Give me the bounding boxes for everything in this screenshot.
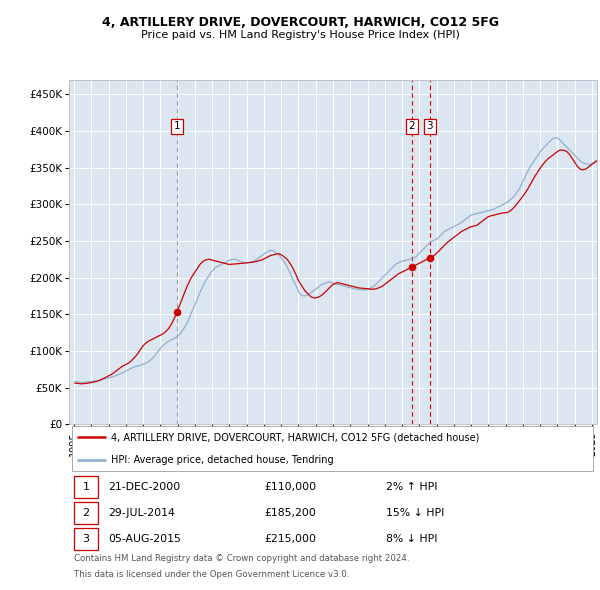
Text: 4, ARTILLERY DRIVE, DOVERCOURT, HARWICH, CO12 5FG (detached house): 4, ARTILLERY DRIVE, DOVERCOURT, HARWICH,… — [111, 432, 479, 442]
Text: £110,000: £110,000 — [265, 482, 316, 491]
Text: 05-AUG-2015: 05-AUG-2015 — [109, 534, 181, 544]
Text: 2: 2 — [409, 121, 415, 131]
Text: HPI: Average price, detached house, Tendring: HPI: Average price, detached house, Tend… — [111, 455, 334, 465]
Text: 29-JUL-2014: 29-JUL-2014 — [109, 508, 175, 518]
Text: 8% ↓ HPI: 8% ↓ HPI — [386, 534, 437, 544]
Text: 2% ↑ HPI: 2% ↑ HPI — [386, 482, 437, 491]
FancyBboxPatch shape — [74, 502, 98, 524]
Text: 2: 2 — [83, 508, 90, 518]
Text: £185,200: £185,200 — [265, 508, 316, 518]
Text: This data is licensed under the Open Government Licence v3.0.: This data is licensed under the Open Gov… — [74, 570, 350, 579]
Text: 1: 1 — [83, 482, 89, 491]
Text: 4, ARTILLERY DRIVE, DOVERCOURT, HARWICH, CO12 5FG: 4, ARTILLERY DRIVE, DOVERCOURT, HARWICH,… — [101, 16, 499, 29]
Text: 15% ↓ HPI: 15% ↓ HPI — [386, 508, 444, 518]
FancyBboxPatch shape — [74, 527, 98, 550]
Text: 1: 1 — [174, 121, 181, 131]
Text: 21-DEC-2000: 21-DEC-2000 — [109, 482, 181, 491]
Text: 3: 3 — [83, 534, 89, 544]
Text: Contains HM Land Registry data © Crown copyright and database right 2024.: Contains HM Land Registry data © Crown c… — [74, 553, 410, 563]
Text: 3: 3 — [427, 121, 433, 131]
Text: Price paid vs. HM Land Registry's House Price Index (HPI): Price paid vs. HM Land Registry's House … — [140, 30, 460, 40]
Text: £215,000: £215,000 — [265, 534, 316, 544]
FancyBboxPatch shape — [71, 426, 593, 471]
FancyBboxPatch shape — [74, 476, 98, 498]
